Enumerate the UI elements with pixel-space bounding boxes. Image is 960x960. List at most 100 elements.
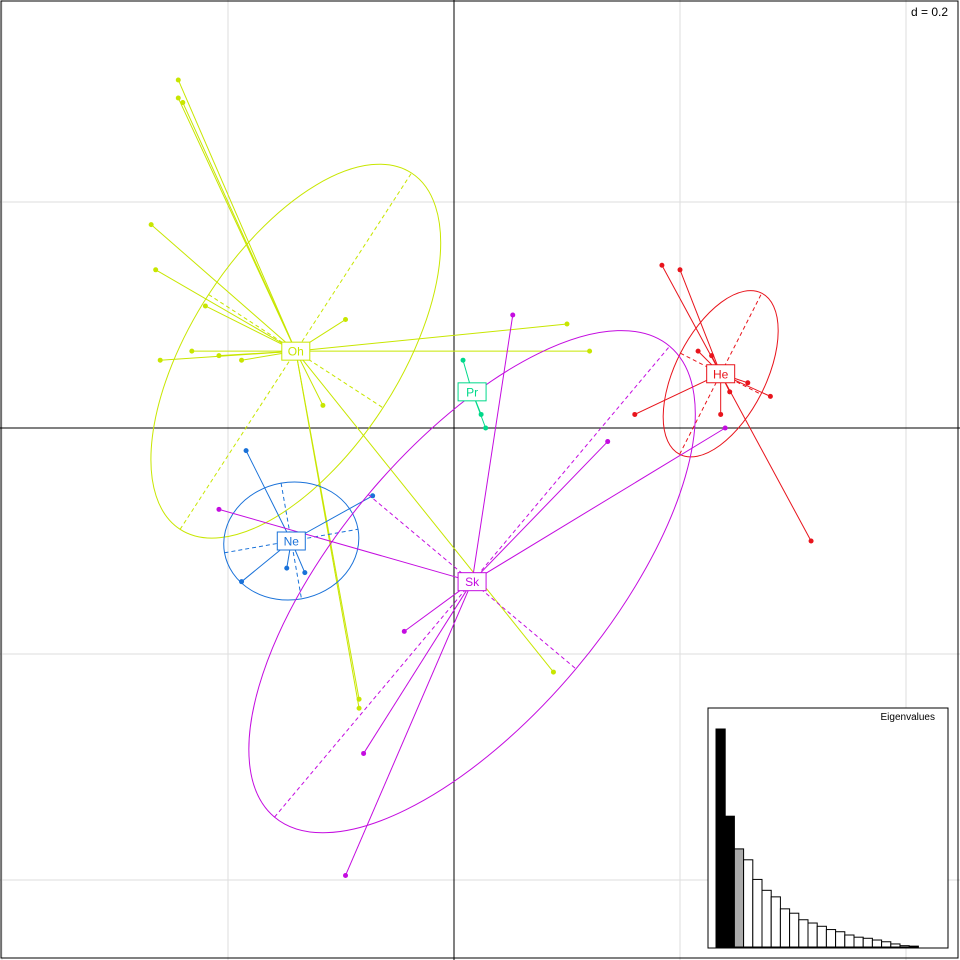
data-point-he xyxy=(695,348,701,354)
eigenvalue-bar xyxy=(816,925,827,948)
eigenvalue-bar xyxy=(881,941,892,948)
star-segment-oh xyxy=(160,350,296,361)
star-segment-oh xyxy=(150,224,297,352)
data-point-oh xyxy=(148,222,154,228)
group-label-box-oh xyxy=(281,341,311,361)
data-point-oh xyxy=(356,705,362,711)
eigenvalue-bar xyxy=(789,912,800,948)
data-point-oh xyxy=(550,669,556,675)
eigenvalue-bar xyxy=(752,878,763,948)
data-point-oh xyxy=(153,267,159,273)
data-point-oh xyxy=(239,357,245,363)
data-point-sk xyxy=(216,506,222,512)
group-label-box-he xyxy=(706,364,736,384)
eigenvalue-bar xyxy=(871,939,883,948)
star-segment-sk xyxy=(471,441,609,583)
data-point-sk xyxy=(722,425,728,431)
eigenvalue-bar xyxy=(798,919,809,948)
data-point-ne xyxy=(284,565,290,571)
eigenvalue-bar xyxy=(862,937,873,948)
data-point-ne xyxy=(302,570,308,576)
data-point-oh xyxy=(175,77,181,83)
data-point-ne xyxy=(243,448,249,454)
group-label-sk: Sk xyxy=(465,575,480,589)
data-point-he xyxy=(632,411,638,417)
star-segment-sk xyxy=(345,581,473,876)
eigenvalue-bar xyxy=(853,936,864,948)
eigenvalue-bar xyxy=(761,889,772,948)
eigenvalue-bar xyxy=(724,815,735,948)
ellipse-major-axis-he xyxy=(679,292,763,455)
data-point-pr xyxy=(460,357,466,363)
star-segment-sk xyxy=(471,427,726,583)
group-label-box-sk xyxy=(457,572,487,592)
eigenvalue-bar xyxy=(835,931,846,948)
group-sk xyxy=(216,312,728,878)
eigenvalue-bar xyxy=(733,848,745,948)
star-segment-oh xyxy=(205,305,297,352)
data-point-sk xyxy=(401,628,407,634)
data-point-he xyxy=(659,262,665,268)
ellipse-major-axis-sk xyxy=(274,345,671,818)
data-point-he xyxy=(677,267,683,273)
data-point-sk xyxy=(343,872,349,878)
eigenvalue-bar xyxy=(715,728,726,948)
star-segment-oh xyxy=(295,323,568,352)
data-point-oh xyxy=(216,353,222,359)
group-label-box-ne xyxy=(276,531,306,551)
group-labels: Oh Pr He Ne Sk xyxy=(276,341,736,592)
star-segment-sk xyxy=(218,508,473,583)
data-point-oh xyxy=(343,317,349,323)
scale-label: d = 0.2 xyxy=(911,5,948,19)
star-segment-sk xyxy=(471,314,514,582)
group-label-ne: Ne xyxy=(284,535,300,549)
eigenvalues-title: Eigenvalues xyxy=(881,712,935,723)
star-segment-he xyxy=(720,373,812,542)
data-point-ne xyxy=(239,579,245,585)
data-point-he xyxy=(709,353,715,359)
eigenvalue-bar xyxy=(770,896,781,948)
eigenvalue-bar xyxy=(899,945,910,948)
eigenvalue-bar xyxy=(890,943,901,948)
data-point-sk xyxy=(510,312,516,318)
ellipse-major-axis-ne xyxy=(224,528,359,554)
star-segment-oh xyxy=(295,351,360,709)
data-point-he xyxy=(745,380,751,386)
data-point-oh xyxy=(564,321,570,327)
star-segment-oh xyxy=(155,269,297,352)
star-segment-sk xyxy=(363,581,473,754)
star-segment-oh xyxy=(177,79,297,352)
eigenvalue-bar xyxy=(825,929,837,948)
data-point-sk xyxy=(605,439,611,445)
data-point-oh xyxy=(175,95,181,101)
group-label-oh: Oh xyxy=(288,345,304,359)
data-point-he xyxy=(767,393,773,399)
data-point-oh xyxy=(320,402,326,408)
eigenvalue-bar xyxy=(807,922,818,948)
star-segment-oh xyxy=(182,102,297,352)
data-point-sk xyxy=(361,750,367,756)
data-point-ne xyxy=(370,493,376,499)
data-point-oh xyxy=(189,348,195,354)
eigenvalue-bar xyxy=(844,934,855,948)
group-label-pr: Pr xyxy=(466,385,478,399)
data-point-he xyxy=(808,538,814,544)
data-point-oh xyxy=(157,357,163,363)
star-segment-ne xyxy=(245,450,292,542)
data-point-oh xyxy=(180,100,186,106)
data-point-pr xyxy=(483,425,489,431)
data-point-oh xyxy=(587,348,593,354)
eigenvalue-bar xyxy=(743,859,754,948)
eigenvalue-bar xyxy=(779,908,791,948)
group-label-he: He xyxy=(713,367,729,381)
data-point-he xyxy=(718,411,724,417)
group-label-box-pr xyxy=(457,382,487,402)
eigenvalues-inset: Eigenvalues xyxy=(707,707,949,949)
eigenvalue-bar xyxy=(908,945,919,948)
data-point-oh xyxy=(202,303,208,309)
star-segment-oh xyxy=(295,350,554,673)
